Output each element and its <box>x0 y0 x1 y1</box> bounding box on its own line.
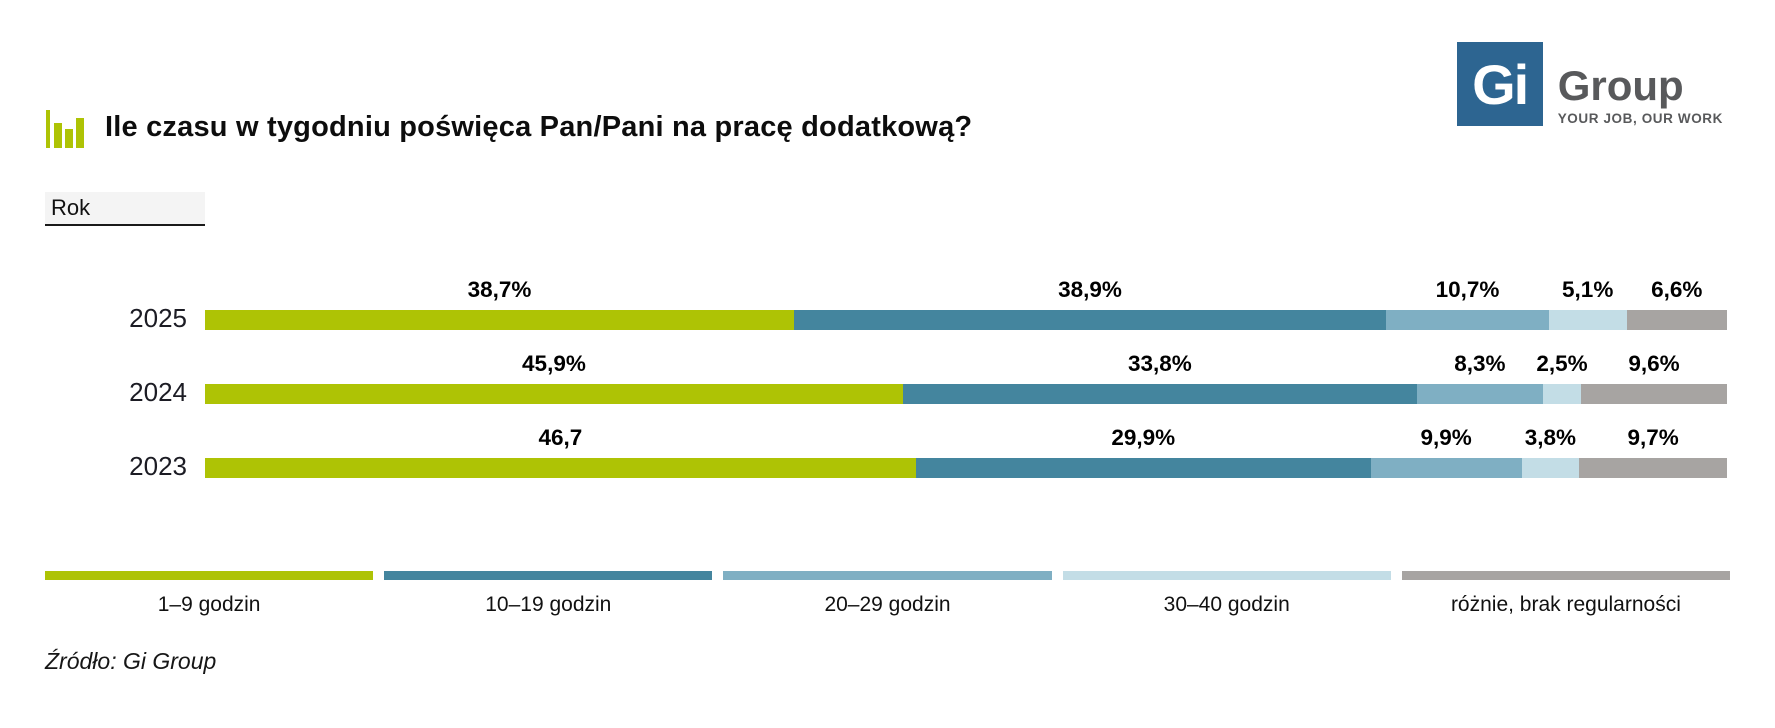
bar-chart-icon <box>46 110 84 148</box>
segment-value-label: 9,7% <box>1627 425 1679 450</box>
segment-value-label: 3,8% <box>1524 425 1577 450</box>
bar-segment: 38,7% <box>205 277 794 330</box>
gi-logo-icon: Gi <box>1456 42 1543 126</box>
bar-segment: 6,6% <box>1626 277 1727 330</box>
bar-segment: 9,6% <box>1581 351 1727 404</box>
source-caption: Źródło: Gi Group <box>45 648 217 674</box>
logo-text: Group YOUR JOB, OUR WORK <box>1558 42 1723 132</box>
bar-segment: 9,9% <box>1370 425 1522 478</box>
segment-value-label: 45,9% <box>522 351 586 376</box>
bar-row-2023: 2023 46,7 29,9% 9,9% 3,8% 9,7% <box>45 404 1727 481</box>
legend-label: 30–40 godzin <box>1163 593 1290 616</box>
bar-segment: 2,5% <box>1536 351 1588 404</box>
legend-label: 20–29 godzin <box>824 593 951 616</box>
logo-tagline: YOUR JOB, OUR WORK <box>1557 111 1723 126</box>
legend-swatch <box>1062 571 1391 580</box>
segment-value-label: 38,9% <box>1058 277 1122 302</box>
title-row: Ile czasu w tygodniu poświęca Pan/Pani n… <box>45 106 972 148</box>
year-label: 2024 <box>129 377 187 407</box>
legend: 1–9 godzin 10–19 godzin 20–29 godzin 30–40 … <box>45 571 1731 617</box>
chart-rows: 2025 38,7% 38,9% 10,7% 5,1% 6,6% 2024 45,9% 33,8… <box>45 256 1727 481</box>
bar-segment: 33,8% <box>902 351 1417 404</box>
segment-value-label: 9,6% <box>1628 351 1680 376</box>
segment-value-label: 38,7% <box>467 277 532 302</box>
page-title: Ile czasu w tygodniu poświęca Pan/Pani n… <box>105 110 973 143</box>
bar-track: 38,7% 38,9% 10,7% 5,1% 6,6% <box>205 277 1727 330</box>
axis-label-rok: Rok <box>45 192 205 226</box>
bar-track: 45,9% 33,8% 8,3% 2,5% 9,6% <box>205 351 1727 404</box>
legend-item: 30–40 godzin <box>1062 571 1391 617</box>
segment-value-label: 29,9% <box>1111 425 1176 450</box>
legend-label: 1–9 godzin <box>157 593 261 616</box>
legend-swatch <box>384 571 713 580</box>
segment-value-label: 8,3% <box>1454 351 1506 376</box>
legend-swatch <box>723 571 1052 580</box>
segment-value-label: 33,8% <box>1127 351 1192 376</box>
legend-swatch <box>1401 571 1731 580</box>
bar-segment: 46,7 <box>205 425 916 478</box>
gi-group-logo: Gi Group YOUR JOB, OUR WORK <box>1456 42 1723 132</box>
legend-item: 20–29 godzin <box>723 571 1052 617</box>
legend-item: różnie, brak regularności <box>1401 571 1731 617</box>
segment-value-label: 2,5% <box>1536 351 1588 376</box>
bar-row-2025: 2025 38,7% 38,9% 10,7% 5,1% 6,6% <box>45 256 1727 333</box>
segment-value-label: 10,7% <box>1435 277 1500 302</box>
legend-item: 1–9 godzin <box>45 571 374 617</box>
bar-track: 46,7 29,9% 9,9% 3,8% 9,7% <box>205 425 1727 478</box>
legend-item: 10–19 godzin <box>384 571 713 617</box>
bar-segment: 10,7% <box>1386 277 1549 330</box>
legend-label: różnie, brak regularności <box>1450 593 1681 616</box>
segment-value-label: 6,6% <box>1651 277 1703 302</box>
bar-segment: 8,3% <box>1416 351 1544 404</box>
bar-segment: 3,8% <box>1521 425 1580 478</box>
segment-value-label: 5,1% <box>1562 277 1614 302</box>
logo-name: Group <box>1557 62 1684 109</box>
bar-segment: 38,9% <box>794 277 1387 330</box>
year-label: 2025 <box>129 303 187 333</box>
legend-swatch <box>45 571 374 580</box>
axis-label-text: Rok <box>51 195 91 220</box>
legend-label: 10–19 godzin <box>485 593 612 616</box>
segment-value-label: 9,9% <box>1420 425 1472 450</box>
bar-segment: 5,1% <box>1548 277 1627 330</box>
bar-row-2024: 2024 45,9% 33,8% 8,3% 2,5% 9,6% <box>45 330 1727 407</box>
segment-value-label: 46,7 <box>538 425 583 450</box>
bar-segment: 9,7% <box>1579 425 1727 478</box>
bar-segment: 29,9% <box>915 425 1371 478</box>
year-label: 2023 <box>129 451 187 481</box>
bar-segment: 45,9% <box>205 351 903 404</box>
